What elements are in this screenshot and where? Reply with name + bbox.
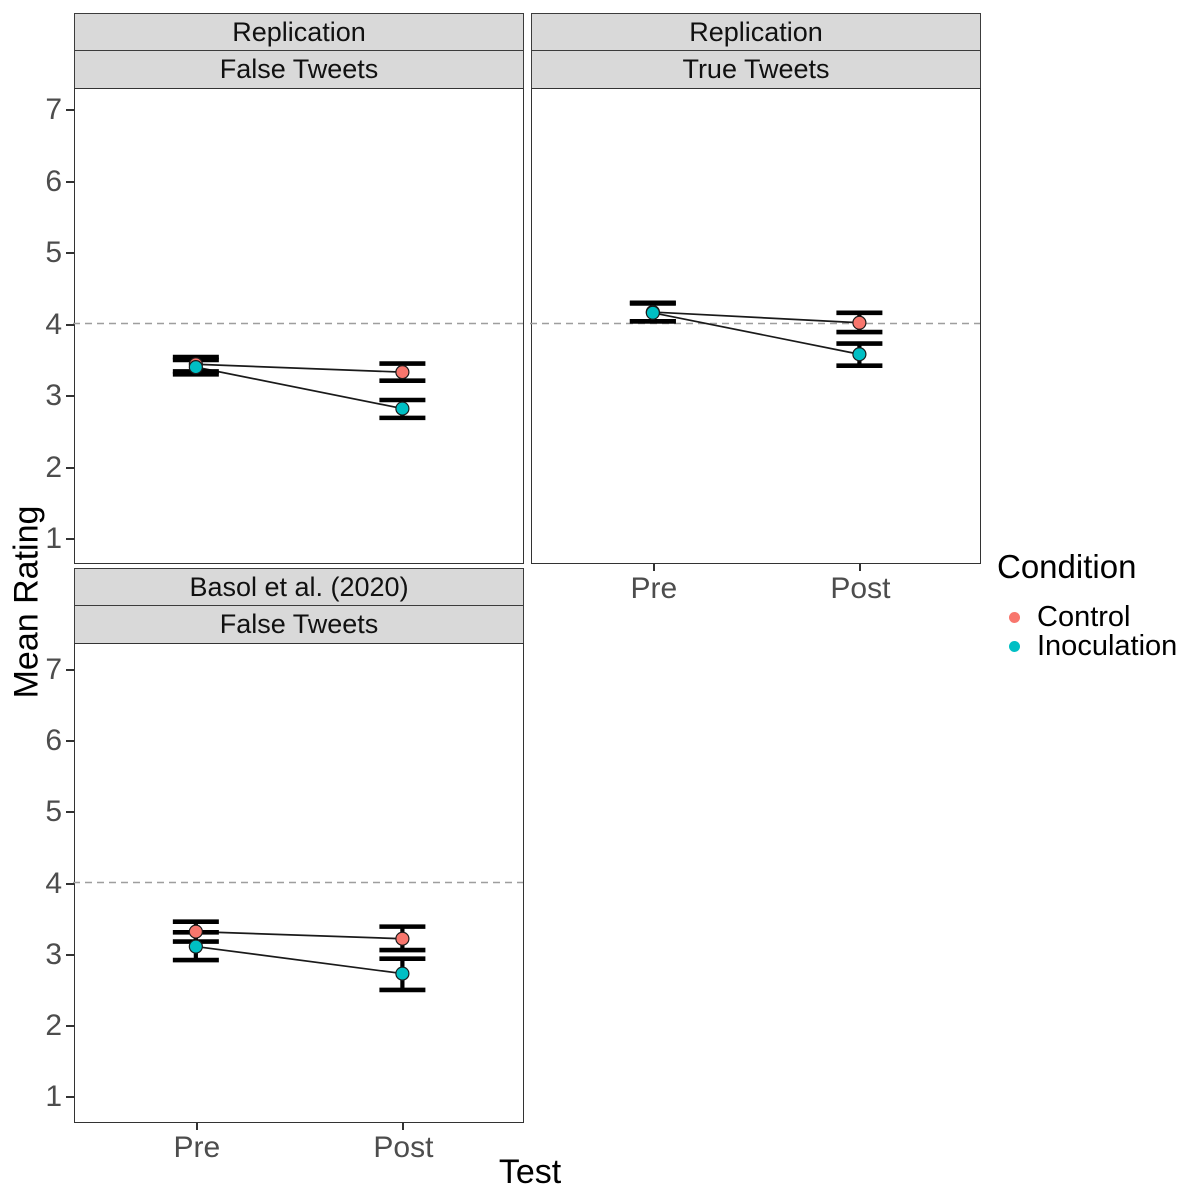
y-tick-label: 6 <box>45 724 62 758</box>
facet-strip-study-panel-a: Replication <box>74 13 524 52</box>
y-tick-label: 4 <box>45 307 62 341</box>
y-tick-mark <box>66 395 74 397</box>
x-tick-mark <box>195 1123 198 1130</box>
y-tick-label: 3 <box>45 937 62 971</box>
x-tick-mark <box>859 564 862 571</box>
y-tick-mark <box>66 466 74 469</box>
facet-strip-study-panel-c: Basol et al. (2020) <box>74 568 524 607</box>
series-line-inoculation <box>195 366 403 410</box>
facet-strip-tweettype-panel-b: True Tweets <box>531 50 981 90</box>
series-line-control <box>195 363 403 373</box>
point-inoculation-post <box>395 401 410 416</box>
y-tick-label: 7 <box>45 653 62 686</box>
y-tick-label: 1 <box>45 522 62 555</box>
legend-item-inoculation: Inoculation <box>997 632 1177 661</box>
legend-item-label: Control <box>1037 601 1131 633</box>
point-inoculation-pre <box>645 305 660 320</box>
y-tick-label: 5 <box>45 236 62 269</box>
legend-item-control: Control <box>997 603 1177 632</box>
y-tick-label: 7 <box>45 93 62 126</box>
y-tick-mark <box>66 811 74 814</box>
y-tick-label: 6 <box>45 164 62 198</box>
series-line-control <box>652 311 860 324</box>
point-inoculation-pre <box>188 939 203 954</box>
point-control-post <box>395 931 410 946</box>
panel-a-plot <box>73 88 524 564</box>
point-inoculation-pre <box>188 360 203 375</box>
facet-strip-study-panel-b: Replication <box>531 13 981 52</box>
y-tick-label: 4 <box>45 866 62 900</box>
series-line-inoculation <box>195 945 403 975</box>
y-tick-mark <box>66 323 74 326</box>
y-tick-label: 1 <box>45 1080 62 1113</box>
y-tick-mark <box>66 180 74 183</box>
x-tick-label: Post <box>373 1131 434 1164</box>
panel-b-plot <box>530 88 981 564</box>
y-tick-mark <box>66 109 74 111</box>
x-axis-title: Test <box>498 1153 562 1191</box>
y-tick-mark <box>66 882 74 885</box>
x-tick-label: Pre <box>173 1131 221 1164</box>
y-tick-label: 2 <box>45 450 62 484</box>
y-tick-mark <box>66 740 74 743</box>
y-tick-mark <box>66 1096 74 1098</box>
y-tick-label: 5 <box>45 795 62 829</box>
x-tick-mark <box>652 564 655 571</box>
facet-strip-tweettype-panel-c: False Tweets <box>74 605 524 645</box>
inoculation-dot-icon <box>1009 641 1020 652</box>
point-inoculation-post <box>852 347 867 362</box>
panel-c-plot <box>73 643 524 1123</box>
point-control-pre <box>188 924 203 939</box>
legend-title: Condition <box>997 548 1137 585</box>
y-tick-mark <box>66 538 74 540</box>
point-control-post <box>852 315 867 330</box>
point-inoculation-post <box>395 966 410 981</box>
x-tick-mark <box>402 1123 405 1130</box>
series-line-inoculation <box>652 311 860 356</box>
legend-item-label: Inoculation <box>1037 630 1178 662</box>
facet-strip-tweettype-panel-a: False Tweets <box>74 50 524 90</box>
y-tick-mark <box>66 953 74 956</box>
panel-a-marks <box>73 322 523 421</box>
control-dot-icon <box>1009 612 1020 623</box>
x-tick-label: Post <box>830 572 891 605</box>
y-tick-mark <box>66 252 74 254</box>
panel-b-marks <box>530 300 980 368</box>
point-control-post <box>395 365 410 380</box>
y-tick-label: 2 <box>45 1008 62 1042</box>
legend: Condition Control Inoculation <box>997 548 1177 661</box>
series-line-control <box>195 930 403 940</box>
y-tick-mark <box>66 669 74 671</box>
y-tick-mark <box>66 1024 74 1027</box>
panel-c-marks <box>73 881 523 993</box>
y-tick-label: 3 <box>45 379 62 412</box>
x-tick-label: Pre <box>630 572 678 605</box>
